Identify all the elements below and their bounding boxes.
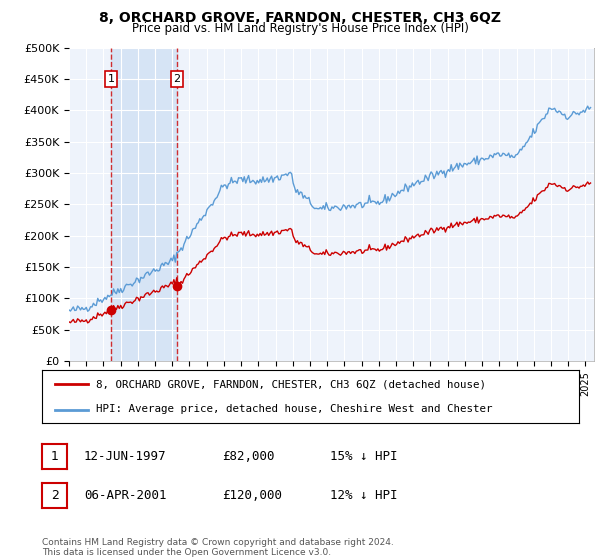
Text: Contains HM Land Registry data © Crown copyright and database right 2024.
This d: Contains HM Land Registry data © Crown c… [42,538,394,557]
Text: 1: 1 [107,74,115,84]
Text: 2: 2 [173,74,181,84]
Text: 12-JUN-1997: 12-JUN-1997 [84,450,167,463]
Text: £82,000: £82,000 [222,450,275,463]
Text: £120,000: £120,000 [222,489,282,502]
Text: 2: 2 [50,489,59,502]
Text: 15% ↓ HPI: 15% ↓ HPI [330,450,398,463]
Text: Price paid vs. HM Land Registry's House Price Index (HPI): Price paid vs. HM Land Registry's House … [131,22,469,35]
Text: 8, ORCHARD GROVE, FARNDON, CHESTER, CH3 6QZ: 8, ORCHARD GROVE, FARNDON, CHESTER, CH3 … [99,11,501,25]
Text: 12% ↓ HPI: 12% ↓ HPI [330,489,398,502]
Text: HPI: Average price, detached house, Cheshire West and Chester: HPI: Average price, detached house, Ches… [96,404,492,414]
Bar [111,48,177,361]
Text: 06-APR-2001: 06-APR-2001 [84,489,167,502]
Text: 1: 1 [50,450,59,463]
Text: 8, ORCHARD GROVE, FARNDON, CHESTER, CH3 6QZ (detached house): 8, ORCHARD GROVE, FARNDON, CHESTER, CH3 … [96,380,486,390]
